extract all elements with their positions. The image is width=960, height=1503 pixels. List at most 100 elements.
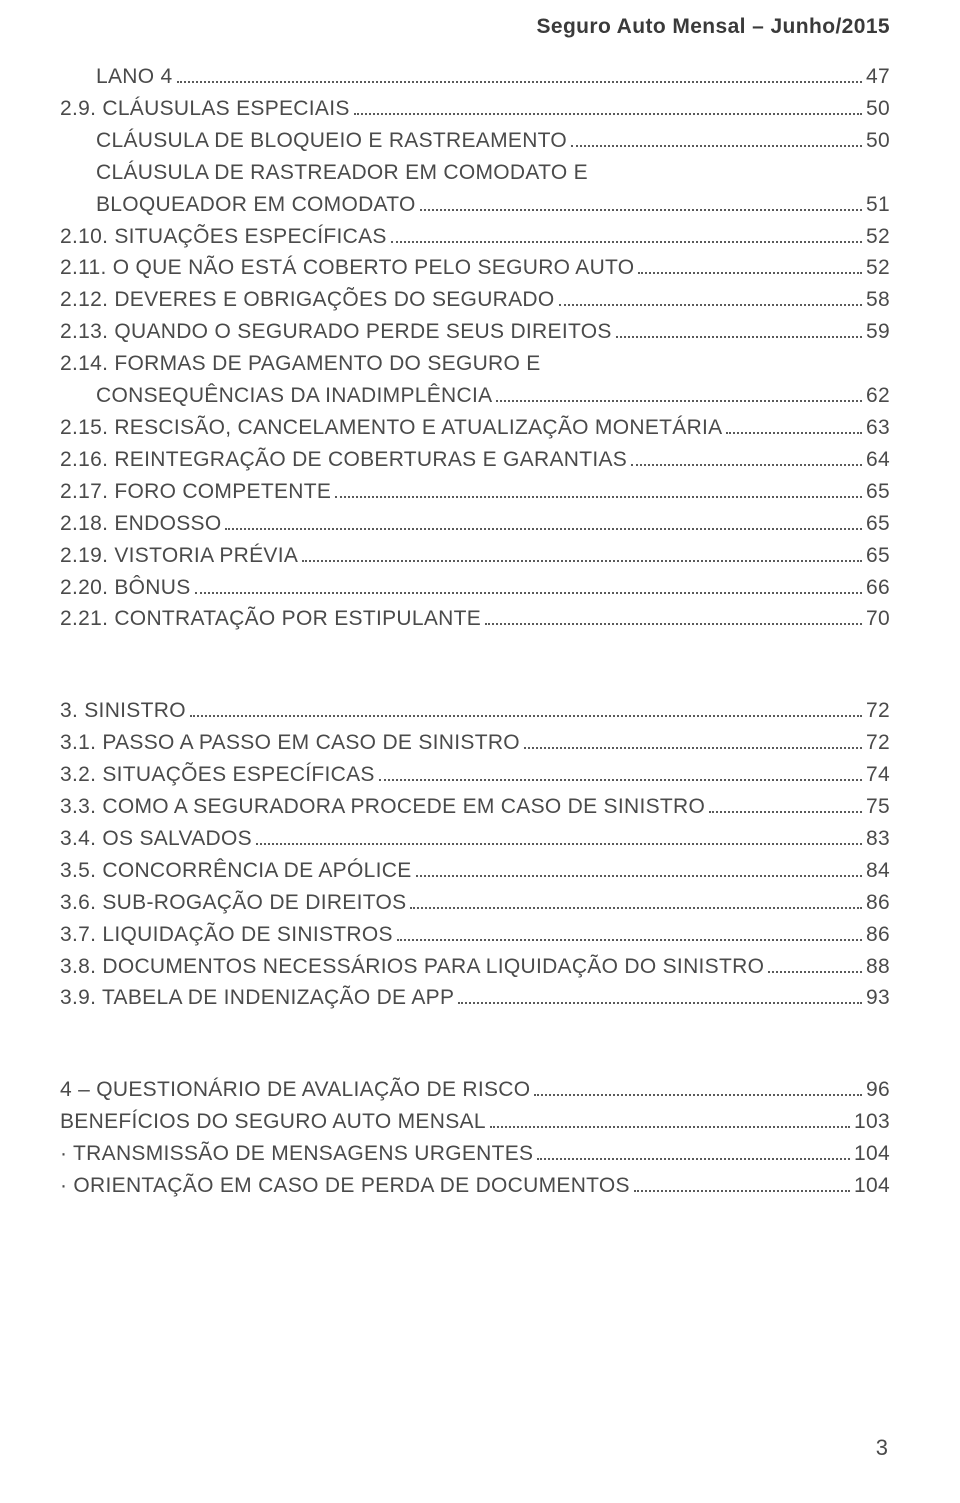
toc-leader <box>177 65 863 83</box>
toc-entry-label: CLÁUSULA DE BLOQUEIO E RASTREAMENTO <box>96 125 567 157</box>
toc-entry-label: 3.4. OS SALVADOS <box>60 823 252 855</box>
section-gap <box>60 665 890 695</box>
toc-entry: 3.5. CONCORRÊNCIA DE APÓLICE84 <box>60 855 890 887</box>
toc-leader <box>537 1142 850 1160</box>
toc-entry: 3.2. SITUAÇÕES ESPECÍFICAS 74 <box>60 759 890 791</box>
toc-leader <box>190 699 862 717</box>
toc-entry: 2.11. O QUE NÃO ESTÁ COBERTO PELO SEGURO… <box>60 252 890 284</box>
toc-entry-page: 50 <box>866 125 890 157</box>
toc-entry: 2.9. CLÁUSULAS ESPECIAIS 50 <box>60 93 890 125</box>
toc-entry: 2.13. QUANDO O SEGURADO PERDE SEUS DIREI… <box>60 316 890 348</box>
toc-entry-page: 104 <box>854 1170 890 1202</box>
toc-leader <box>631 448 862 466</box>
section-gap <box>60 1044 890 1074</box>
toc-entry-label: 2.15. RESCISÃO, CANCELAMENTO E ATUALIZAÇ… <box>60 412 722 444</box>
page-number: 3 <box>876 1435 888 1461</box>
toc-entry: 2.10. SITUAÇÕES ESPECÍFICAS52 <box>60 221 890 253</box>
toc-entry-label: LANO 4 <box>96 61 173 93</box>
toc-entry-label: · ORIENTAÇÃO EM CASO DE PERDA DE DOCUMEN… <box>60 1170 630 1202</box>
toc-entry-page: 88 <box>866 951 890 983</box>
toc-leader <box>354 97 862 115</box>
toc-leader <box>726 416 862 434</box>
toc-entry: CLÁUSULA DE BLOQUEIO E RASTREAMENTO 50 <box>60 125 890 157</box>
toc-entry-line1: 2.14. FORMAS DE PAGAMENTO DO SEGURO E <box>60 348 890 380</box>
toc-leader <box>571 129 862 147</box>
toc-entry-label: 3.1. PASSO A PASSO EM CASO DE SINISTRO <box>60 727 520 759</box>
toc-entry-label: 4 – QUESTIONÁRIO DE AVALIAÇÃO DE RISCO <box>60 1074 530 1106</box>
toc-entry: 2.21. CONTRATAÇÃO POR ESTIPULANTE 70 <box>60 603 890 635</box>
toc-entry-page: 104 <box>854 1138 890 1170</box>
toc-entry-label: 3.9. TABELA DE INDENIZAÇÃO DE APP <box>60 982 454 1014</box>
toc-leader <box>416 859 863 877</box>
toc-entry-page: 66 <box>866 572 890 604</box>
toc-entry-page: 62 <box>866 380 890 412</box>
toc-entry: BENEFÍCIOS DO SEGURO AUTO MENSAL103 <box>60 1106 890 1138</box>
toc-entry-label: 2.17. FORO COMPETENTE <box>60 476 331 508</box>
toc-entry-page: 58 <box>866 284 890 316</box>
toc-entry-label: 2.11. O QUE NÃO ESTÁ COBERTO PELO SEGURO… <box>60 252 634 284</box>
toc-entry-line1: CLÁUSULA DE RASTREADOR EM COMODATO E <box>60 157 890 189</box>
toc-entry-page: 65 <box>866 540 890 572</box>
toc-entry: BLOQUEADOR EM COMODATO 51 <box>60 189 890 221</box>
toc-entry: · TRANSMISSÃO DE MENSAGENS URGENTES 104 <box>60 1138 890 1170</box>
toc-entry: CONSEQUÊNCIAS DA INADIMPLÊNCIA62 <box>60 380 890 412</box>
toc-leader <box>534 1079 862 1097</box>
toc-entry-page: 72 <box>866 695 890 727</box>
toc-entry-label: 3. SINISTRO <box>60 695 186 727</box>
toc-entry: 3.8. DOCUMENTOS NECESSÁRIOS PARA LIQUIDA… <box>60 951 890 983</box>
toc-entry-label: · TRANSMISSÃO DE MENSAGENS URGENTES <box>60 1138 533 1170</box>
toc-entry-label: 2.10. SITUAÇÕES ESPECÍFICAS <box>60 221 387 253</box>
toc-leader <box>420 193 862 211</box>
toc-entry-label: 2.9. CLÁUSULAS ESPECIAIS <box>60 93 350 125</box>
toc-entry-page: 47 <box>866 61 890 93</box>
toc-entry-label: 3.2. SITUAÇÕES ESPECÍFICAS <box>60 759 375 791</box>
toc-entry-page: 63 <box>866 412 890 444</box>
toc-entry-label: 2.18. ENDOSSO <box>60 508 221 540</box>
toc-leader <box>638 257 862 275</box>
toc-entry-page: 86 <box>866 887 890 919</box>
toc-entry: 2.20. BÔNUS 66 <box>60 572 890 604</box>
toc-entry-page: 103 <box>854 1106 890 1138</box>
toc-entry-page: 65 <box>866 476 890 508</box>
toc-entry-label: 2.16. REINTEGRAÇÃO DE COBERTURAS E GARAN… <box>60 444 627 476</box>
toc-entry: 2.15. RESCISÃO, CANCELAMENTO E ATUALIZAÇ… <box>60 412 890 444</box>
toc-entry-label: 2.19. VISTORIA PRÉVIA <box>60 540 298 572</box>
toc-entry-page: 83 <box>866 823 890 855</box>
toc-entry-label: 3.6. SUB-ROGAÇÃO DE DIREITOS <box>60 887 406 919</box>
toc-entry-label: 2.21. CONTRATAÇÃO POR ESTIPULANTE <box>60 603 481 635</box>
toc-entry-label: 3.8. DOCUMENTOS NECESSÁRIOS PARA LIQUIDA… <box>60 951 764 983</box>
toc-entry: · ORIENTAÇÃO EM CASO DE PERDA DE DOCUMEN… <box>60 1170 890 1202</box>
toc-entry-page: 50 <box>866 93 890 125</box>
toc-entry: 2.19. VISTORIA PRÉVIA 65 <box>60 540 890 572</box>
toc-entry: 3.3. COMO A SEGURADORA PROCEDE EM CASO D… <box>60 791 890 823</box>
toc-entry: 2.16. REINTEGRAÇÃO DE COBERTURAS E GARAN… <box>60 444 890 476</box>
toc-entry-page: 72 <box>866 727 890 759</box>
toc-entry: LANO 4 47 <box>60 61 890 93</box>
toc-section: LANO 4472.9. CLÁUSULAS ESPECIAIS50CLÁUSU… <box>60 61 890 635</box>
toc-entry: 2.18. ENDOSSO 65 <box>60 508 890 540</box>
toc-entry-page: 51 <box>866 189 890 221</box>
toc-entry-page: 93 <box>866 982 890 1014</box>
toc-leader <box>458 987 862 1005</box>
toc-entry-page: 64 <box>866 444 890 476</box>
toc-entry: 2.12. DEVERES E OBRIGAÇÕES DO SEGURADO58 <box>60 284 890 316</box>
toc-entry: 2.17. FORO COMPETENTE 65 <box>60 476 890 508</box>
toc-entry-page: 74 <box>866 759 890 791</box>
toc-entry-page: 59 <box>866 316 890 348</box>
toc-entry-label: 3.7. LIQUIDAÇÃO DE SINISTROS <box>60 919 393 951</box>
toc-leader <box>709 795 862 813</box>
toc-entry: 3.1. PASSO A PASSO EM CASO DE SINISTRO 72 <box>60 727 890 759</box>
toc-leader <box>335 480 862 498</box>
toc-entry-page: 75 <box>866 791 890 823</box>
toc-entry-page: 65 <box>866 508 890 540</box>
toc-entry-page: 84 <box>866 855 890 887</box>
toc-entry: 3. SINISTRO 72 <box>60 695 890 727</box>
toc-leader <box>524 731 862 749</box>
toc-entry-page: 52 <box>866 252 890 284</box>
toc-entry-label: 2.20. BÔNUS <box>60 572 191 604</box>
toc-leader <box>379 763 862 781</box>
toc-entry-label: BLOQUEADOR EM COMODATO <box>96 189 416 221</box>
toc-entry: 3.4. OS SALVADOS 83 <box>60 823 890 855</box>
toc-entry-page: 70 <box>866 603 890 635</box>
toc-section: 3. SINISTRO723.1. PASSO A PASSO EM CASO … <box>60 695 890 1014</box>
